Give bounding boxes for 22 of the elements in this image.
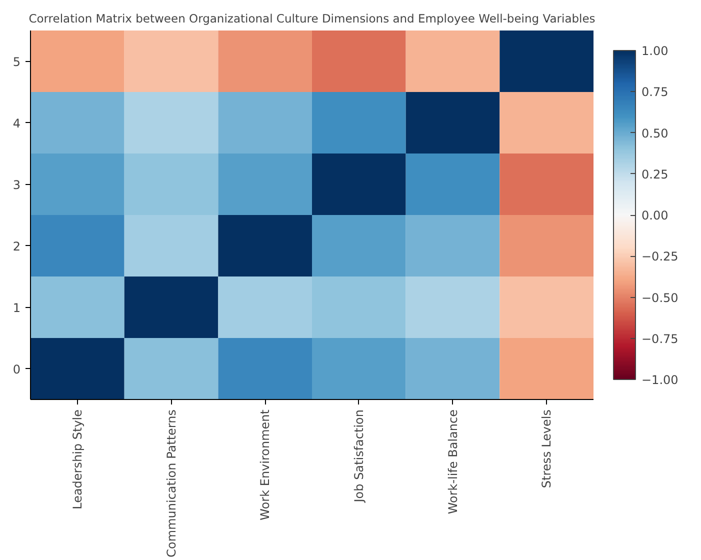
- color-bar-label: 0.00: [642, 208, 668, 222]
- color-bar-label: −1.00: [642, 373, 678, 387]
- color-bar-label: 0.25: [642, 167, 668, 182]
- color-bar-label: 0.50: [642, 126, 668, 140]
- y-tick-label: 0: [12, 362, 21, 376]
- x-tick-label: Work Environment: [258, 409, 272, 520]
- color-bar-label: −0.50: [642, 290, 678, 305]
- color-bar-label: 0.75: [642, 85, 668, 100]
- x-tick-label: Work-life Balance: [446, 409, 460, 514]
- x-tick-label: Leadership Style: [70, 409, 84, 510]
- x-tick-label: Communication Patterns: [164, 409, 178, 558]
- color-bar-label: −0.75: [642, 332, 678, 346]
- y-tick-label: 2: [12, 239, 21, 254]
- color-bar-label: 1.00: [642, 44, 668, 58]
- y-tick-label: 3: [12, 178, 21, 192]
- y-tick-label: 1: [12, 300, 21, 315]
- y-tick-label: 5: [12, 54, 21, 69]
- color-bar-label: −0.25: [642, 250, 678, 264]
- y-tick-label: 4: [12, 116, 21, 130]
- x-tick-label: Stress Levels: [540, 409, 554, 488]
- x-tick-label: Job Satisfaction: [352, 409, 366, 504]
- chart-title: Correlation Matrix between Organizational Culture Dimensions and Employee Well-being Variables: [28, 12, 596, 26]
